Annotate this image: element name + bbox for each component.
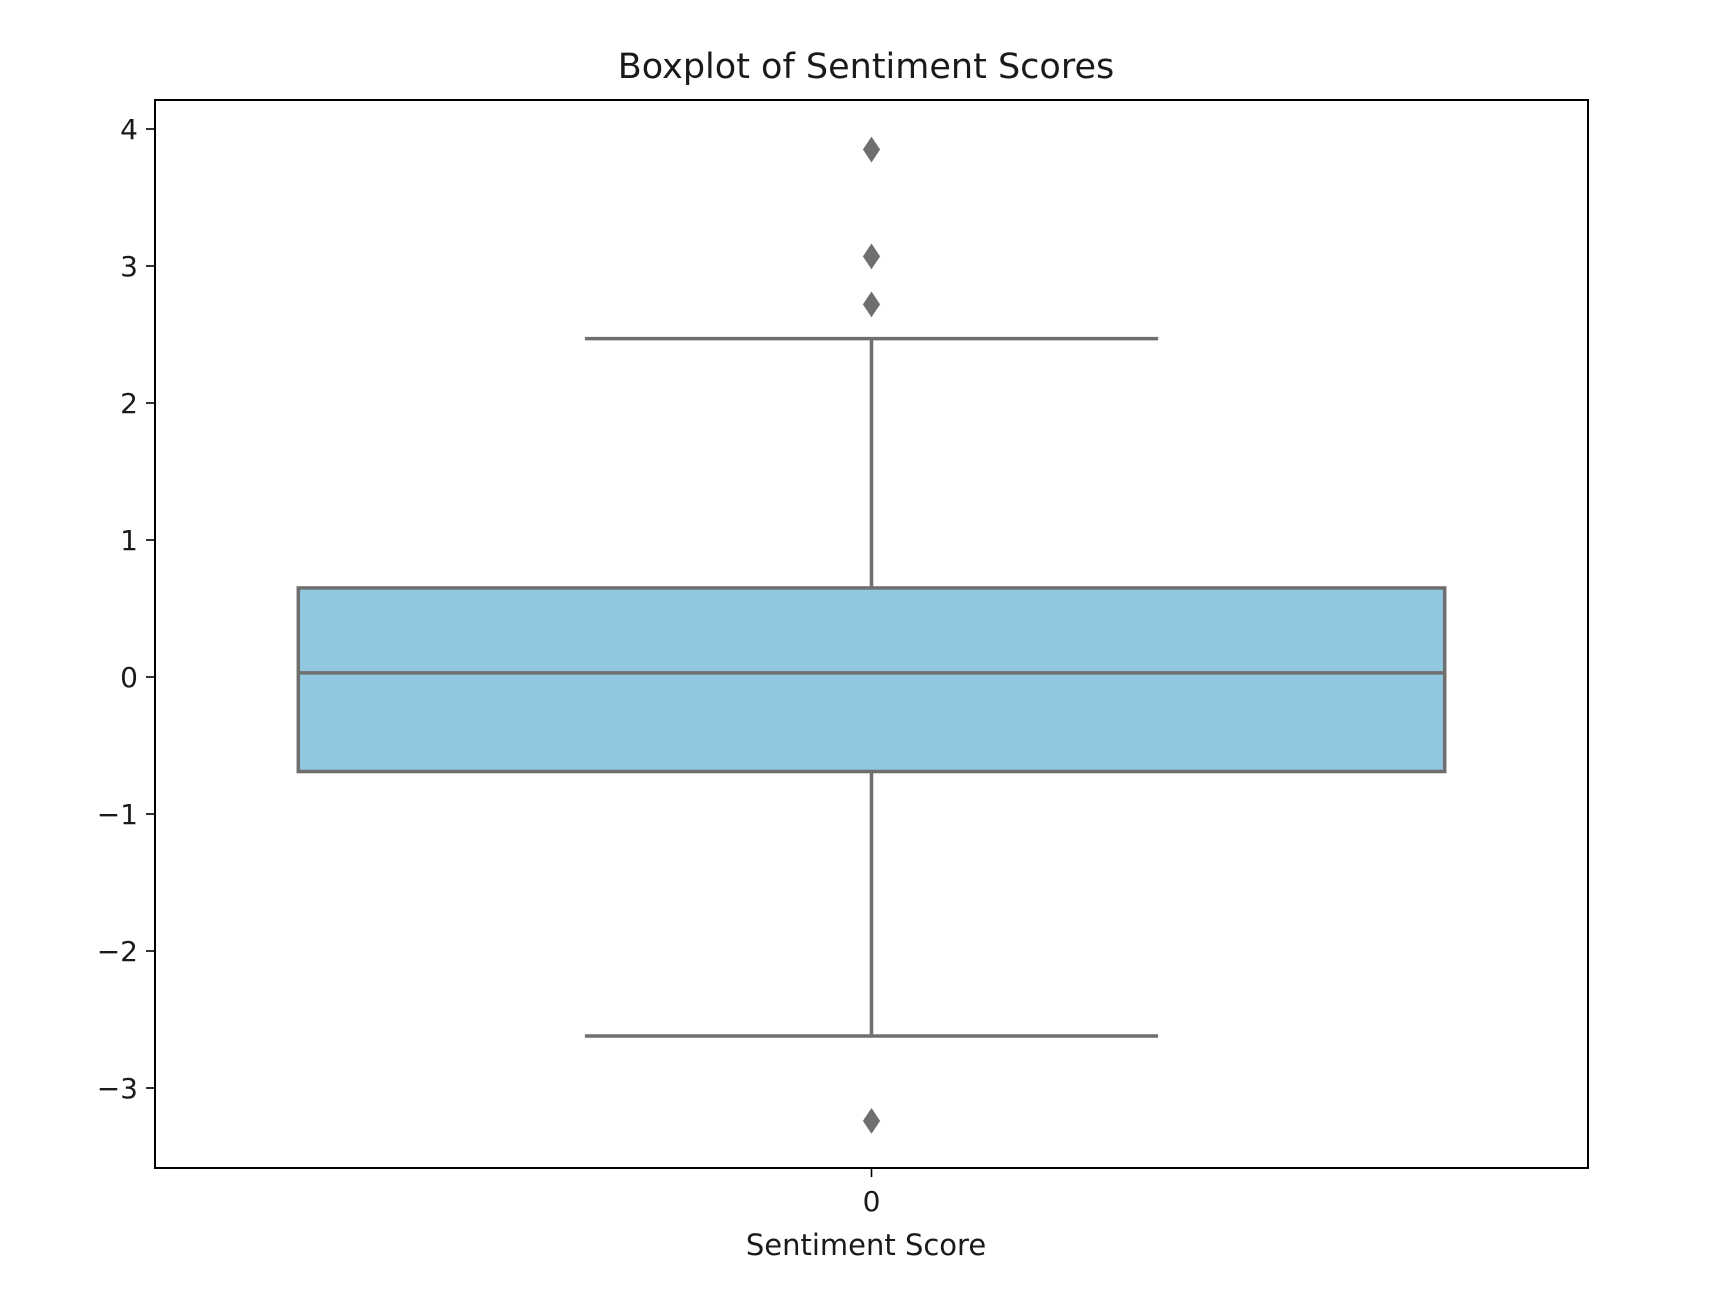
iqr-box [296,586,1447,774]
y-tick-label: 1 [120,524,138,557]
y-tick-label: 0 [120,661,138,694]
outlier-point [862,1107,881,1134]
outlier-point [862,243,881,270]
plot-layer: 0 −3 −2 −1 0 1 2 3 4 [97,99,1589,1218]
x-axis-label: Sentiment Score [746,1228,986,1262]
y-tick-label: −2 [97,935,138,968]
x-tick-label: 0 [863,1185,881,1218]
plot-frame [154,99,1589,1169]
y-tick-label: 2 [120,387,138,420]
outlier-point [862,136,881,163]
chart-title: Boxplot of Sentiment Scores [618,47,1114,87]
y-tick-label: 3 [120,250,138,283]
y-tick-label: −1 [97,798,138,831]
y-tick-label: −3 [97,1072,138,1105]
outlier-point [862,291,881,318]
y-tick-label: 4 [120,113,138,146]
